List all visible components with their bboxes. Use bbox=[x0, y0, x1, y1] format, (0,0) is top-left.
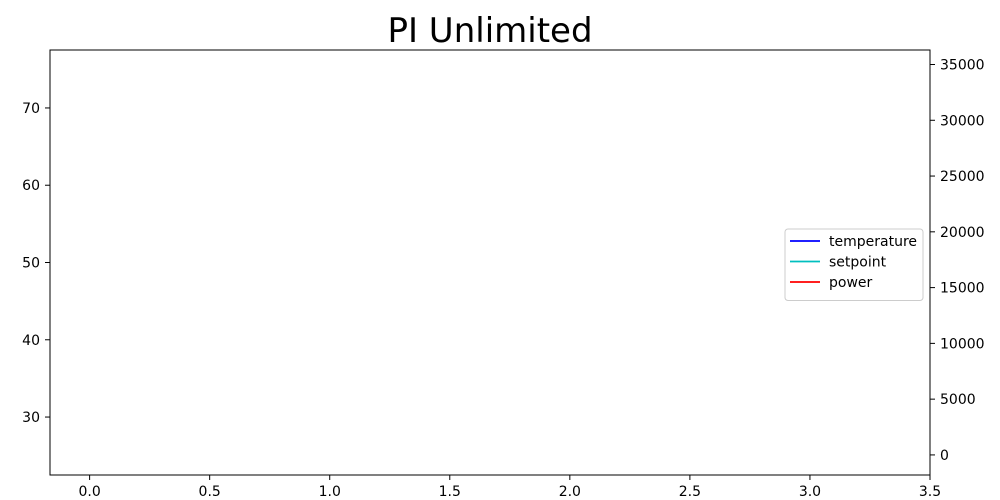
x-axis: 0.0 0.5 1.0 1.5 2.0 2.5 3.0 3.5 bbox=[78, 475, 941, 500]
x-tick-label: 3.0 bbox=[799, 484, 821, 500]
y-right-tick-label: 30000 bbox=[940, 113, 985, 129]
x-tick-label: 2.5 bbox=[679, 484, 701, 500]
legend-label-setpoint: setpoint bbox=[829, 255, 887, 271]
legend-label-power: power bbox=[829, 275, 873, 291]
y-right-tick-label: 25000 bbox=[940, 169, 985, 185]
y-right-tick-label: 0 bbox=[940, 448, 949, 464]
chart-title: PI Unlimited bbox=[387, 11, 592, 51]
x-tick-label: 1.0 bbox=[319, 484, 341, 500]
y-left-tick-label: 50 bbox=[22, 256, 40, 272]
y-left-tick-label: 60 bbox=[22, 178, 40, 194]
y-right-tick-label: 20000 bbox=[940, 225, 985, 241]
x-tick-label: 0.5 bbox=[199, 484, 221, 500]
y-axis-left: 30 40 50 60 70 bbox=[22, 101, 50, 426]
x-tick-label: 1.5 bbox=[439, 484, 461, 500]
y-left-tick-label: 70 bbox=[22, 101, 40, 117]
y-left-tick-label: 40 bbox=[22, 333, 40, 349]
y-axis-right: 0 5000 10000 15000 20000 25000 30000 35000 bbox=[930, 58, 985, 464]
x-tick-label: 0.0 bbox=[78, 484, 100, 500]
legend-label-temperature: temperature bbox=[829, 234, 917, 250]
y-right-tick-label: 5000 bbox=[940, 392, 976, 408]
y-right-tick-label: 35000 bbox=[940, 58, 985, 74]
y-right-tick-label: 10000 bbox=[940, 336, 985, 352]
x-tick-label: 3.5 bbox=[919, 484, 941, 500]
x-tick-label: 2.0 bbox=[559, 484, 581, 500]
y-left-tick-label: 30 bbox=[22, 410, 40, 426]
plot-area bbox=[49, 49, 931, 476]
y-right-tick-label: 15000 bbox=[940, 281, 985, 297]
legend: temperature setpoint power bbox=[784, 228, 924, 301]
